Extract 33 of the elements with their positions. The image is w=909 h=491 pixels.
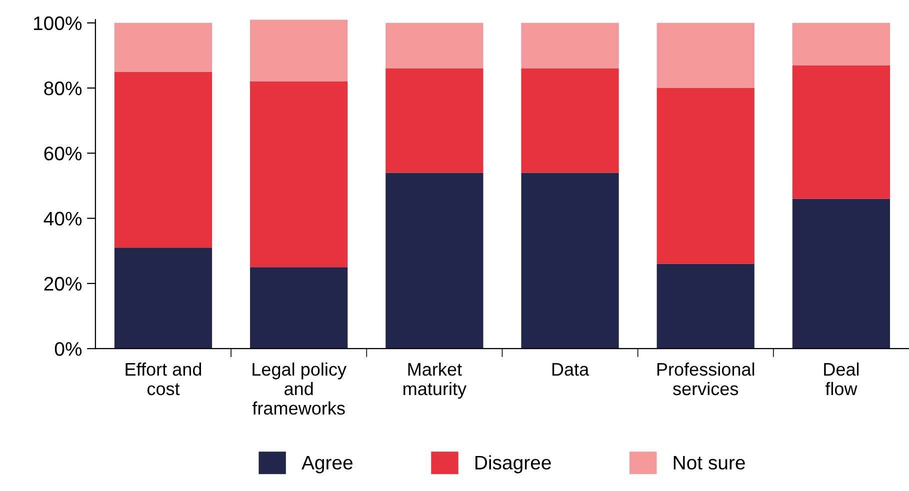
bar [656, 88, 754, 264]
bar [792, 65, 890, 199]
bar [250, 82, 348, 268]
y-tick-label: 100% [34, 16, 82, 30]
y-tick-label: 60% [44, 146, 82, 160]
y-tick-label: 20% [44, 276, 82, 291]
legend-label: Agree [302, 456, 352, 474]
bar [656, 22, 754, 88]
bar [250, 267, 348, 349]
bar [386, 68, 484, 173]
legend-label: Disagree [476, 455, 551, 474]
x-tick-label: Data [552, 363, 590, 376]
y-tick-label: 80% [44, 82, 82, 96]
bar [792, 22, 890, 66]
bar [521, 68, 619, 173]
x-tick-label: Effort and cost [126, 362, 202, 396]
x-tick-label: Deal flow [824, 362, 859, 396]
x-tick-label: Professional services [657, 362, 754, 396]
bar [114, 248, 212, 349]
bar [250, 20, 348, 82]
bar [386, 22, 484, 68]
bar [386, 172, 484, 349]
bar [656, 264, 754, 349]
x-tick-label: Legal policy and frameworks [252, 362, 346, 415]
bar [521, 22, 619, 68]
bar [114, 22, 212, 72]
bar [521, 172, 619, 349]
bar [114, 72, 212, 248]
y-tick-label: 40% [44, 212, 82, 226]
x-tick-label: Market maturity [404, 362, 466, 399]
legend-label: Not sure [674, 456, 745, 470]
bar [792, 198, 890, 349]
y-tick-label: 0% [54, 342, 82, 356]
